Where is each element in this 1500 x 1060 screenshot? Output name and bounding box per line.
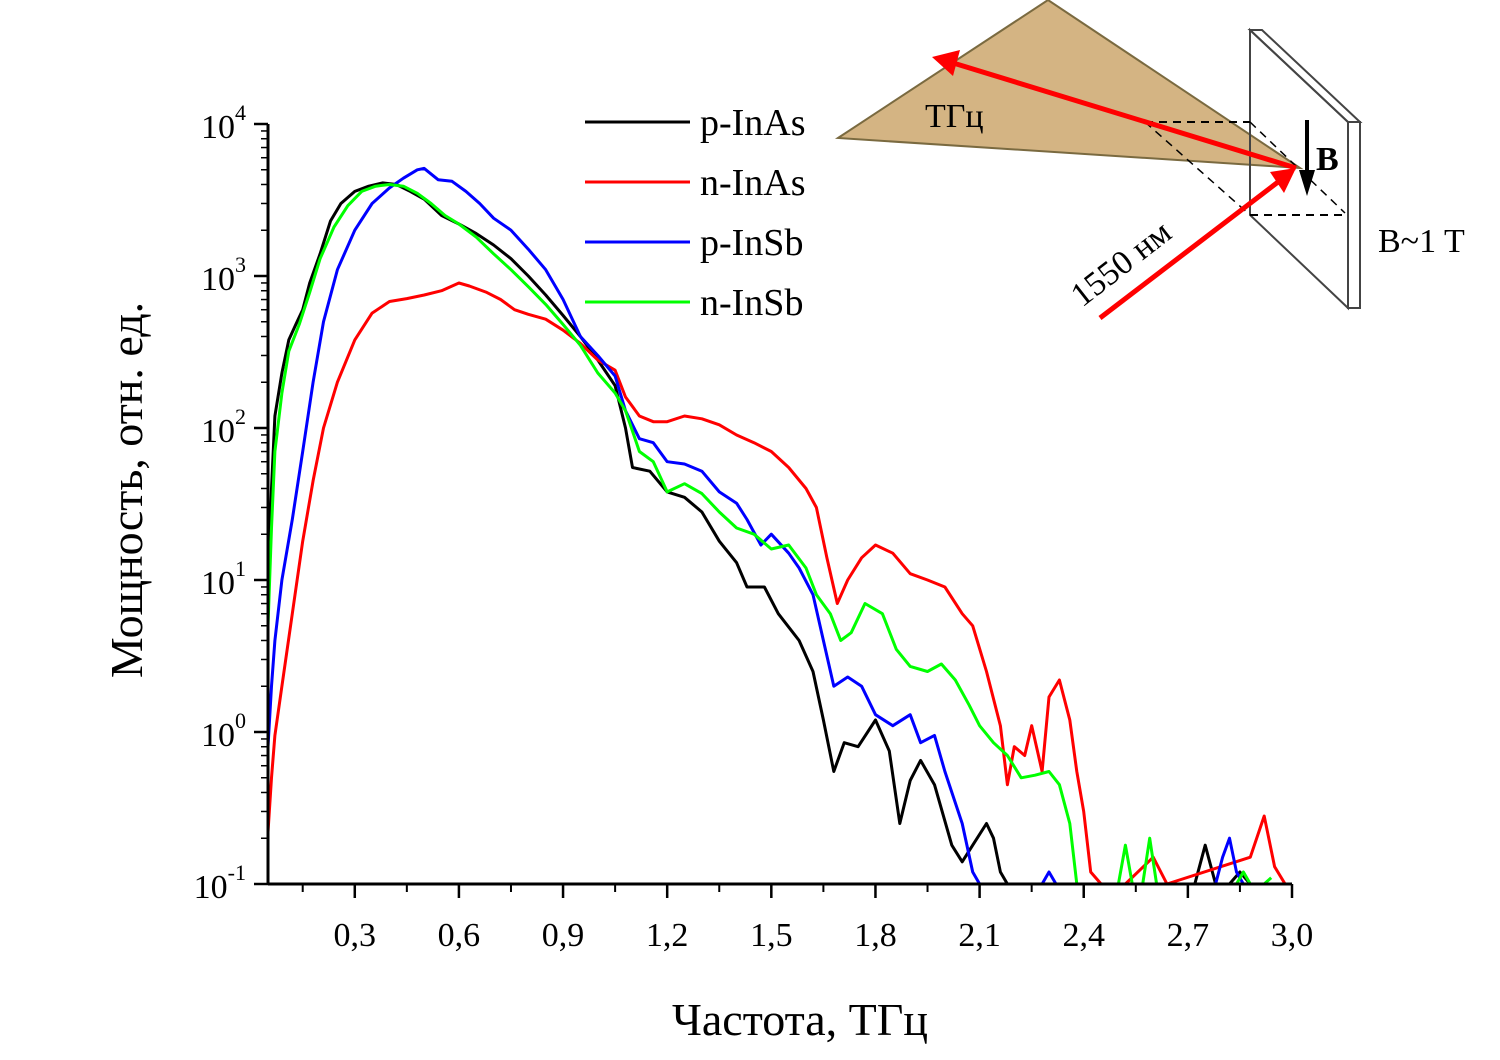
x-tick-label: 2,7 <box>1167 917 1210 954</box>
field-strength-label: B~1 T <box>1378 223 1465 260</box>
x-tick-label: 0,6 <box>438 917 481 954</box>
legend-label-n-insb: n-InSb <box>700 282 803 324</box>
y-tick-label: 102 <box>201 404 246 450</box>
x-axis-title: Частота, ТГц <box>672 994 928 1045</box>
sample-plate-side <box>1347 121 1361 309</box>
y-tick-label: 101 <box>201 556 246 602</box>
b-field-label: B <box>1316 141 1339 178</box>
x-tick-label: 2,1 <box>958 917 1001 954</box>
legend-label-p-inas: p-InAs <box>700 102 806 144</box>
x-tick-label: 1,5 <box>750 917 793 954</box>
x-tick-label: 1,8 <box>854 917 897 954</box>
x-tick-label: 2,4 <box>1062 917 1105 954</box>
b-field-arrowhead <box>1299 170 1315 196</box>
x-tick-label: 3,0 <box>1271 917 1314 954</box>
y-axis-title: Мощность, отн. ед. <box>101 302 152 678</box>
laser-beam-arrow <box>1098 180 1280 320</box>
legend-label-p-insb: p-InSb <box>700 222 803 264</box>
legend-label-n-inas: n-InAs <box>700 162 806 204</box>
legend: p-InAs n-InAs p-InSb n-InSb <box>585 102 806 324</box>
thz-beam-arrow <box>949 59 1297 171</box>
setup-inset-diagram: ТГц 1550 нм B B~1 T <box>834 0 1465 320</box>
x-tick-label: 0,9 <box>542 917 585 954</box>
sample-plate-edge <box>1247 29 1363 123</box>
y-tick-label: 10-1 <box>194 860 246 906</box>
series-line-n-inas <box>268 281 1287 886</box>
y-tick-label: 103 <box>201 252 246 298</box>
series-line-p-insb <box>268 166 1245 886</box>
thz-emission-cone <box>834 0 1304 170</box>
laser-arrowhead <box>1270 168 1296 193</box>
thz-label: ТГц <box>925 98 984 135</box>
x-tick-label: 0,3 <box>334 917 377 954</box>
x-tick-label: 1,2 <box>646 917 689 954</box>
thz-arrowhead <box>932 50 960 76</box>
dashed-guide-diagonal-2 <box>1249 121 1346 214</box>
y-tick-label: 104 <box>201 100 246 146</box>
axes: 0,3 0,6 0,9 1,2 1,5 1,8 2,1 2,4 2,7 3,0 10-1 100 101… <box>194 100 1314 954</box>
dashed-guide-diagonal-1 <box>1144 121 1251 216</box>
y-tick-label: 100 <box>201 708 246 754</box>
